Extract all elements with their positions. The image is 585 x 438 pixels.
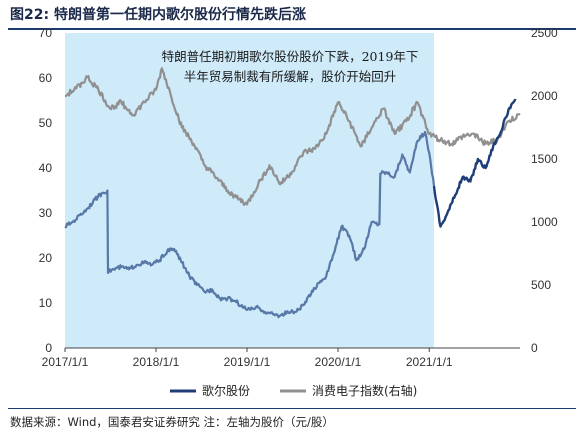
- y-axis-right: 0 500 1000 1500 2000 2500: [531, 26, 558, 355]
- x-tick-label: 2019/1/1: [224, 355, 271, 369]
- x-axis: 2017/1/1 2018/1/1 2019/1/1 2020/1/1 2021/1/1: [42, 347, 520, 369]
- legend-label-consumer-electronics: 消费电子指数(右轴): [312, 383, 417, 398]
- y-axis-left: 0 10 20 30 40 50 60 70: [39, 26, 53, 355]
- y-right-tick-label: 1000: [531, 215, 558, 229]
- series-line-goertek-in-term: [64, 130, 436, 319]
- y-left-tick-label: 40: [39, 161, 53, 175]
- x-tick-label: 2020/1/1: [315, 355, 362, 369]
- y-left-tick-label: 60: [39, 71, 53, 85]
- figure-title: 图22: 特朗普第一任期内歌尔股份行情先跌后涨: [10, 7, 306, 23]
- trump-term-shaded-period: [65, 33, 434, 348]
- x-tick-label: 2017/1/1: [42, 355, 89, 369]
- annotation-line-2: 半年贸易制裁有所缓解，股价开始回升: [184, 69, 397, 84]
- title-rule: [8, 28, 576, 30]
- x-tick-label: 2018/1/1: [133, 355, 180, 369]
- legend: 歌尔股份 消费电子指数(右轴): [170, 383, 417, 398]
- y-right-tick-label: 500: [531, 278, 551, 292]
- y-left-tick-label: 30: [39, 206, 53, 220]
- series-line-consumer-electronics: [64, 67, 521, 206]
- y-right-tick-label: 2000: [531, 89, 558, 103]
- line-chart: 2017/1/1 2018/1/1 2019/1/1 2020/1/1 2021/1/1…: [39, 26, 558, 398]
- annotation: 特朗普任期初期歌尔股份股价下跌，2019年下 半年贸易制裁有所缓解，股价开始回升: [162, 49, 419, 84]
- y-left-tick-label: 0: [45, 341, 52, 355]
- y-left-tick-label: 50: [39, 116, 53, 130]
- annotation-line-1: 特朗普任期初期歌尔股份股价下跌，2019年下: [162, 49, 419, 64]
- legend-label-goertek: 歌尔股份: [202, 383, 250, 398]
- y-left-tick-label: 10: [39, 296, 53, 310]
- y-right-tick-label: 2500: [531, 26, 558, 40]
- source-rule: [8, 408, 576, 409]
- series-group: [64, 67, 521, 319]
- y-left-tick-label: 70: [39, 26, 53, 40]
- y-right-tick-label: 1500: [531, 152, 558, 166]
- y-right-tick-label: 0: [531, 341, 538, 355]
- y-left-tick-label: 20: [39, 251, 53, 265]
- x-tick-label: 2021/1/1: [406, 355, 453, 369]
- source-note: 数据来源：Wind，国泰君安证券研究 注：左轴为股价（元/股）: [10, 415, 334, 429]
- series-line-goertek-after-term: [432, 98, 517, 228]
